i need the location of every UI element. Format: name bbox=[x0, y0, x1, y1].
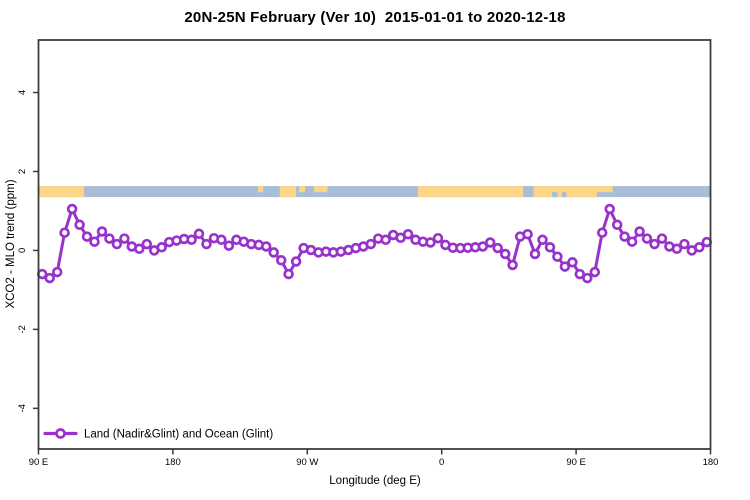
data-point bbox=[574, 268, 586, 280]
ocean-strip bbox=[38, 186, 711, 198]
land-patch bbox=[279, 186, 297, 198]
data-point bbox=[522, 228, 533, 240]
chart-title: 20N-25N February (Ver 10) 2015-01-01 to … bbox=[184, 9, 566, 26]
data-point bbox=[694, 242, 705, 253]
data-point bbox=[634, 226, 645, 237]
x-tick-label: 180 bbox=[165, 457, 181, 468]
data-point bbox=[582, 272, 593, 284]
x-tick-label: 180 bbox=[703, 457, 719, 468]
y-tick-label: -4 bbox=[17, 404, 28, 412]
data-point bbox=[596, 227, 608, 238]
data-point bbox=[44, 272, 55, 284]
data-point bbox=[134, 243, 145, 255]
data-point bbox=[223, 240, 235, 251]
data-point bbox=[268, 247, 279, 258]
data-point bbox=[484, 237, 496, 248]
plot-border bbox=[37, 39, 712, 450]
data-point bbox=[74, 219, 85, 231]
data-point bbox=[380, 234, 391, 246]
land-patch bbox=[533, 186, 598, 198]
data-point bbox=[604, 203, 615, 215]
data-point bbox=[589, 266, 601, 278]
data-point bbox=[111, 238, 123, 250]
data-point bbox=[477, 241, 489, 252]
data-point bbox=[283, 268, 294, 280]
x-tick-label: 90 E bbox=[566, 457, 586, 468]
data-point bbox=[507, 259, 518, 271]
land-patch-thin bbox=[299, 186, 306, 193]
x-tick-label: 90 E bbox=[29, 457, 49, 468]
y-tick-label: 4 bbox=[17, 90, 28, 95]
land-patch-thin bbox=[314, 186, 328, 193]
data-point bbox=[89, 236, 100, 247]
ocean-notch bbox=[552, 192, 558, 198]
data-point bbox=[193, 228, 205, 240]
land-patch-thin bbox=[258, 186, 264, 193]
y-axis-title: XCO2 - MLO trend (ppm) bbox=[5, 179, 17, 309]
x-tick-label: 0 bbox=[439, 457, 444, 468]
land-patch-thin bbox=[597, 186, 613, 193]
data-point bbox=[51, 266, 63, 278]
data-point bbox=[59, 227, 70, 238]
data-point bbox=[671, 243, 683, 255]
data-point bbox=[402, 228, 414, 240]
data-point bbox=[537, 234, 548, 246]
data-point bbox=[656, 233, 668, 244]
data-point bbox=[156, 242, 167, 253]
data-point bbox=[141, 238, 153, 250]
data-point bbox=[679, 238, 690, 250]
land-patch bbox=[38, 186, 85, 198]
legend-label: Land (Nadir&Glint) and Ocean (Glint) bbox=[84, 429, 273, 441]
data-point bbox=[619, 231, 630, 242]
data-point bbox=[701, 236, 713, 248]
ocean-notch bbox=[561, 192, 567, 198]
data-point bbox=[119, 233, 130, 244]
land-patch bbox=[417, 186, 524, 198]
data-point bbox=[216, 234, 227, 246]
data-point bbox=[275, 255, 287, 266]
x-tick-label: 90 W bbox=[296, 457, 318, 468]
data-point bbox=[186, 234, 197, 246]
data-point bbox=[552, 251, 563, 262]
data-point bbox=[290, 256, 302, 267]
data-point bbox=[260, 241, 272, 252]
data-point bbox=[432, 232, 444, 244]
data-point bbox=[611, 219, 623, 231]
data-point bbox=[544, 242, 556, 253]
data-point bbox=[365, 238, 377, 250]
data-point bbox=[201, 238, 212, 250]
data-point bbox=[81, 231, 93, 242]
legend-marker-sample bbox=[55, 428, 66, 439]
data-point bbox=[104, 233, 115, 244]
data-point bbox=[559, 261, 571, 272]
data-point bbox=[649, 238, 660, 250]
y-tick-label: -2 bbox=[17, 325, 28, 333]
y-tick-label: 2 bbox=[17, 169, 28, 174]
y-tick-label: 0 bbox=[17, 248, 28, 253]
data-point bbox=[499, 248, 511, 260]
data-point bbox=[529, 248, 541, 260]
x-axis-title: Longitude (deg E) bbox=[329, 475, 421, 487]
data-point bbox=[641, 233, 653, 244]
data-point bbox=[66, 203, 78, 215]
data-point bbox=[626, 236, 638, 247]
data-point bbox=[567, 257, 578, 268]
data-point bbox=[492, 242, 503, 254]
data-point bbox=[425, 237, 436, 248]
data-point bbox=[96, 226, 108, 237]
